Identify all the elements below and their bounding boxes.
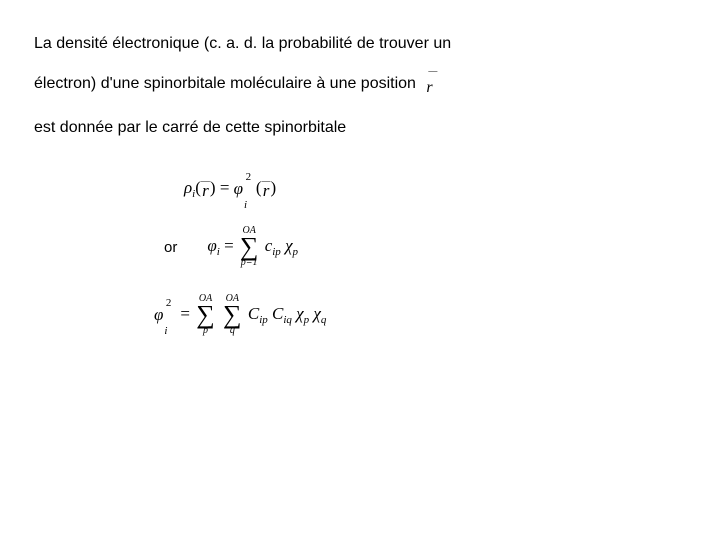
phi-exp-2b: 2 [166,297,172,309]
big-c-iq: C [272,304,283,323]
vec-r-2-letter: r [263,181,270,200]
text-line-2: électron) d'une spinorbitale moléculaire… [34,75,416,92]
phi-sub-i-1: i [244,199,247,211]
chi-q-sub: q [321,314,327,326]
phi-symbol-1: φ [234,179,243,198]
chi-p2-sub: p [304,314,310,326]
sum-q: OA ∑ q [223,294,242,336]
equation-expansion-row: or φi = OA ∑ p=1 cip χp [164,226,686,268]
sigma-icon: ∑ [240,236,259,258]
para-line-1: La densité électronique (c. a. d. la pro… [34,28,686,60]
text-line-3: est donnée par le carré de cette spinorb… [34,119,346,136]
text-line-1: La densité électronique (c. a. d. la pro… [34,35,451,52]
equation-density: ρi(—r) = φ 2 i (—r) [184,178,686,200]
para-line-3: est donnée par le carré de cette spinorb… [34,112,686,144]
chi-p: χ [285,236,292,255]
equation-double-sum: φ 2 i = OA ∑ p OA ∑ q Cip Ciq χp χq [154,294,686,336]
sum-p2: OA ∑ p [196,294,215,336]
chi-p2: χ [296,304,303,323]
big-c-ip-sub: ip [259,314,268,326]
equals-1: = [220,178,234,197]
big-c-iq-sub: iq [283,314,292,326]
sum-p-bot: p=1 [240,258,259,268]
sigma-icon-3: ∑ [223,304,242,326]
equals-2: = [224,236,238,255]
equations-block: ρi(—r) = φ 2 i (—r) or φi = OA ∑ p=1 cip [34,178,686,336]
phi-exp-2: 2 [246,171,252,183]
vector-r-letter: r [426,79,432,96]
phi-squared-2: φ 2 i [154,305,163,325]
equals-3: = [176,304,194,323]
phi-squared-1: φ 2 i [234,179,243,199]
sigma-icon-2: ∑ [196,304,215,326]
rho-symbol: ρ [184,178,192,197]
chi-p-sub: p [293,246,299,258]
phi-sub-i-2: i [217,246,220,258]
phi-symbol-2: φ [207,236,216,255]
position-vector-r: — r [426,70,437,104]
para-line-2: électron) d'une spinorbitale moléculaire… [34,68,686,104]
phi-symbol-3: φ [154,305,163,324]
sum-p: OA ∑ p=1 [240,226,259,268]
chi-q: χ [313,304,320,323]
vec-r-2: —r [262,179,271,199]
vec-r-1-letter: r [202,181,209,200]
big-c-ip: C [248,304,259,323]
equation-expansion: φi = OA ∑ p=1 cip χp [207,226,298,268]
or-label: or [164,239,177,256]
vec-r-1: —r [201,179,210,199]
coef-c-sub: ip [272,246,281,258]
phi-sub-i-3: i [164,325,167,337]
